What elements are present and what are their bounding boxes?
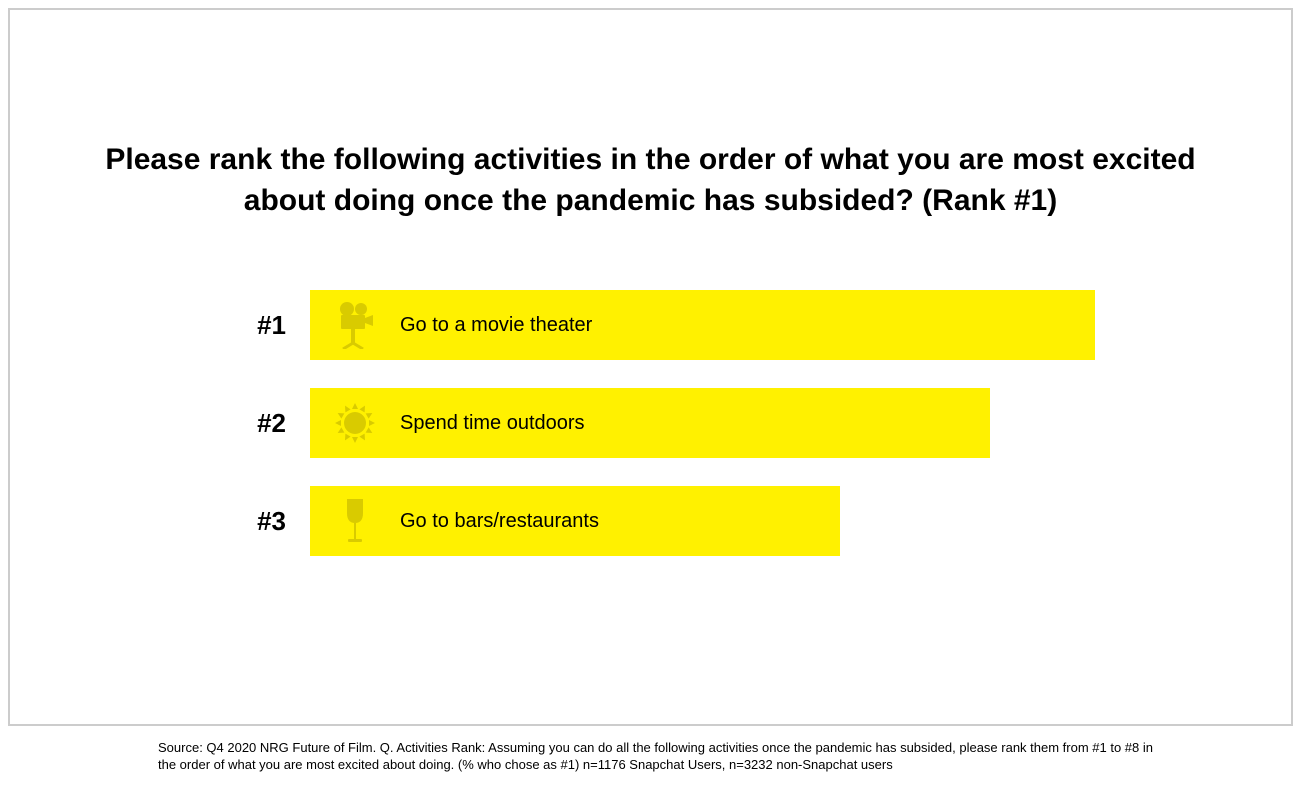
sun-icon xyxy=(310,401,400,445)
rank-label: #2 xyxy=(210,408,310,439)
bar-label: Spend time outdoors xyxy=(400,412,585,435)
source-footnote: Source: Q4 2020 NRG Future of Film. Q. A… xyxy=(158,740,1158,774)
bar: Spend time outdoors xyxy=(310,388,990,458)
bar-label: Go to bars/restaurants xyxy=(400,510,599,533)
bar: Go to bars/restaurants xyxy=(310,486,840,556)
chart-row: #1 Go to a movie theater xyxy=(210,290,1110,360)
chart-title: Please rank the following activities in … xyxy=(80,140,1221,221)
bar-chart: #1 Go to a movie theater #2 Spend time ou… xyxy=(210,290,1110,584)
bar-label: Go to a movie theater xyxy=(400,314,592,337)
rank-label: #1 xyxy=(210,310,310,341)
chart-frame: Please rank the following activities in … xyxy=(8,8,1293,726)
chart-row: #3 Go to bars/restaurants xyxy=(210,486,1110,556)
bar: Go to a movie theater xyxy=(310,290,1095,360)
wine-glass-icon xyxy=(310,497,400,545)
chart-row: #2 Spend time outdoors xyxy=(210,388,1110,458)
movie-camera-icon xyxy=(310,301,400,349)
rank-label: #3 xyxy=(210,506,310,537)
